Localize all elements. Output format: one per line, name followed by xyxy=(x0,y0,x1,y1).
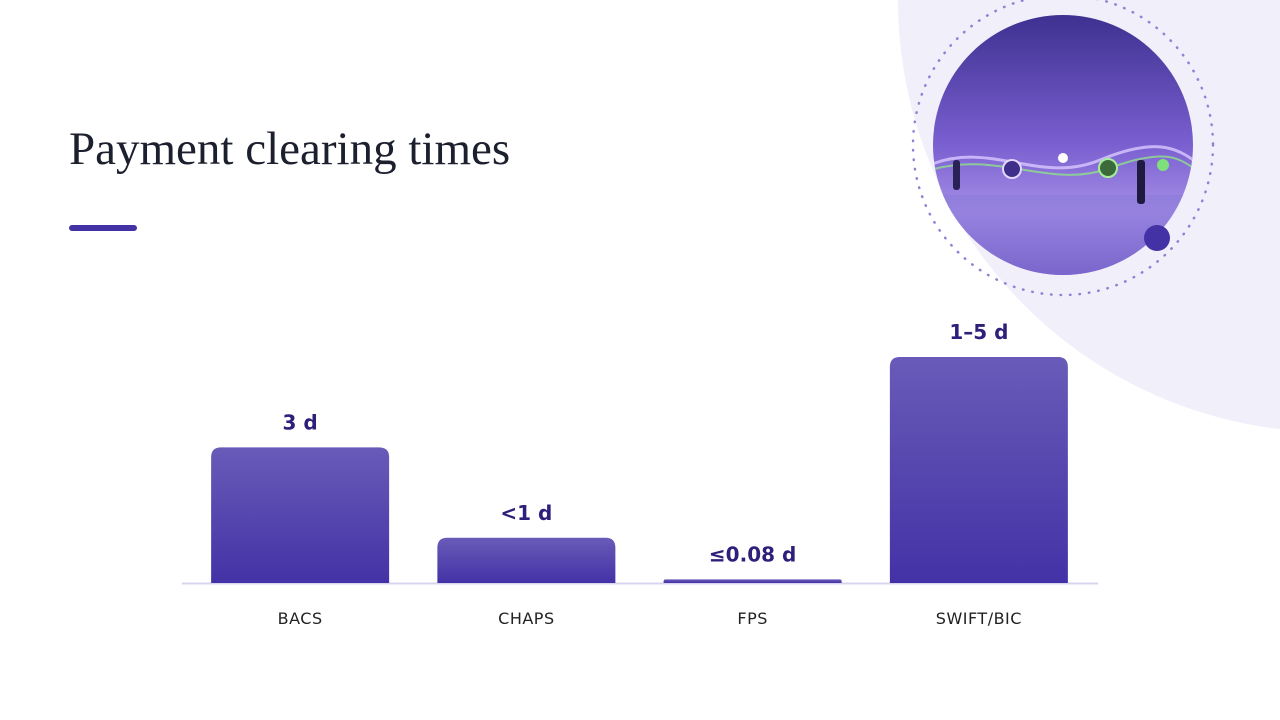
x-tick-label: SWIFT/BIC xyxy=(936,609,1022,628)
decor-dot xyxy=(1144,225,1170,251)
bar xyxy=(437,537,616,583)
slide-title: Payment clearing times xyxy=(69,123,510,175)
value-label: 3 d xyxy=(283,410,318,434)
x-tick-label: BACS xyxy=(278,609,323,628)
bar xyxy=(211,447,390,583)
bar xyxy=(663,579,842,583)
x-tick-label: FPS xyxy=(737,609,768,628)
value-label: 1–5 d xyxy=(949,320,1008,344)
value-label: <1 d xyxy=(500,501,552,525)
title-accent xyxy=(69,225,137,231)
x-tick-label: CHAPS xyxy=(498,609,554,628)
bar xyxy=(889,357,1068,583)
value-label: ≤0.08 d xyxy=(709,542,796,566)
dotted-ring xyxy=(911,0,1215,297)
